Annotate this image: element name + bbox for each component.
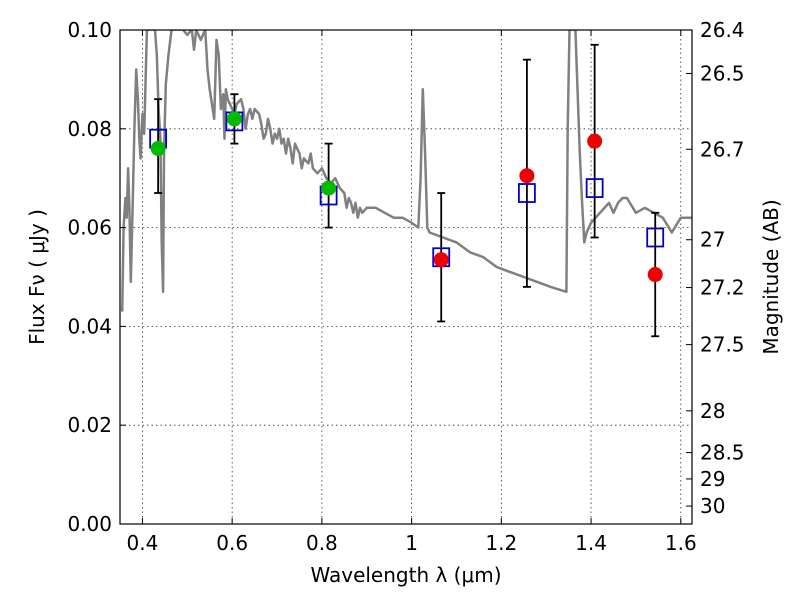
y2-tick-label: 26.4 [700, 18, 745, 42]
y-axis-label: Flux Fν ( μJy ) [25, 209, 49, 345]
grid [120, 29, 692, 525]
x-tick-label: 1.2 [485, 531, 517, 555]
x-tick-label: 1.4 [575, 531, 607, 555]
plot-area [120, 30, 692, 338]
y-tick-label: 0.10 [67, 18, 112, 42]
y2-axis-label: Magnitude (AB) [759, 199, 783, 354]
x-tick-label: 0.4 [127, 531, 159, 555]
plot-frame [119, 29, 693, 525]
observed-flux-point [519, 168, 535, 184]
y2-tick-label: 29 [700, 467, 725, 491]
x-axis-label: Wavelength λ (μm) [310, 563, 501, 587]
x-tick-label: 1.6 [665, 531, 697, 555]
y2-tick-label: 30 [700, 494, 725, 518]
observed-flux-point [587, 133, 603, 149]
tick-labels: 0.4 0.6 0.8 1 1.2 1.4 1.6 0.00 0.02 0.04 0.06 0.08 0… [67, 18, 744, 555]
y-tick-label: 0.00 [67, 512, 112, 536]
observed-flux-point [647, 267, 663, 283]
observed-flux-point [433, 252, 449, 268]
model-spectrum-line [120, 30, 692, 312]
y-tick-label: 0.02 [67, 413, 112, 437]
y2-tick-label: 26.5 [700, 61, 745, 85]
model-flux-square [585, 178, 604, 198]
y-tick-label: 0.04 [67, 314, 112, 338]
ticks [120, 29, 692, 525]
y2-tick-label: 27.2 [700, 276, 745, 300]
y2-tick-label: 27 [700, 228, 725, 252]
model-flux-square [646, 227, 665, 248]
y2-tick-label: 28 [700, 399, 725, 423]
x-tick-label: 0.6 [216, 531, 248, 555]
observed-flux-point [150, 141, 166, 157]
observed-flux-point [226, 111, 242, 127]
x-tick-label: 1 [405, 531, 418, 555]
y2-tick-label: 28.5 [700, 441, 745, 465]
model-flux-square [518, 183, 536, 203]
y2-tick-label: 26.7 [700, 137, 745, 161]
observed-flux-point [321, 180, 337, 196]
y-tick-label: 0.08 [67, 117, 112, 141]
y2-tick-label: 27.5 [700, 333, 745, 357]
y-tick-label: 0.06 [67, 216, 112, 240]
x-tick-label: 0.8 [306, 531, 338, 555]
